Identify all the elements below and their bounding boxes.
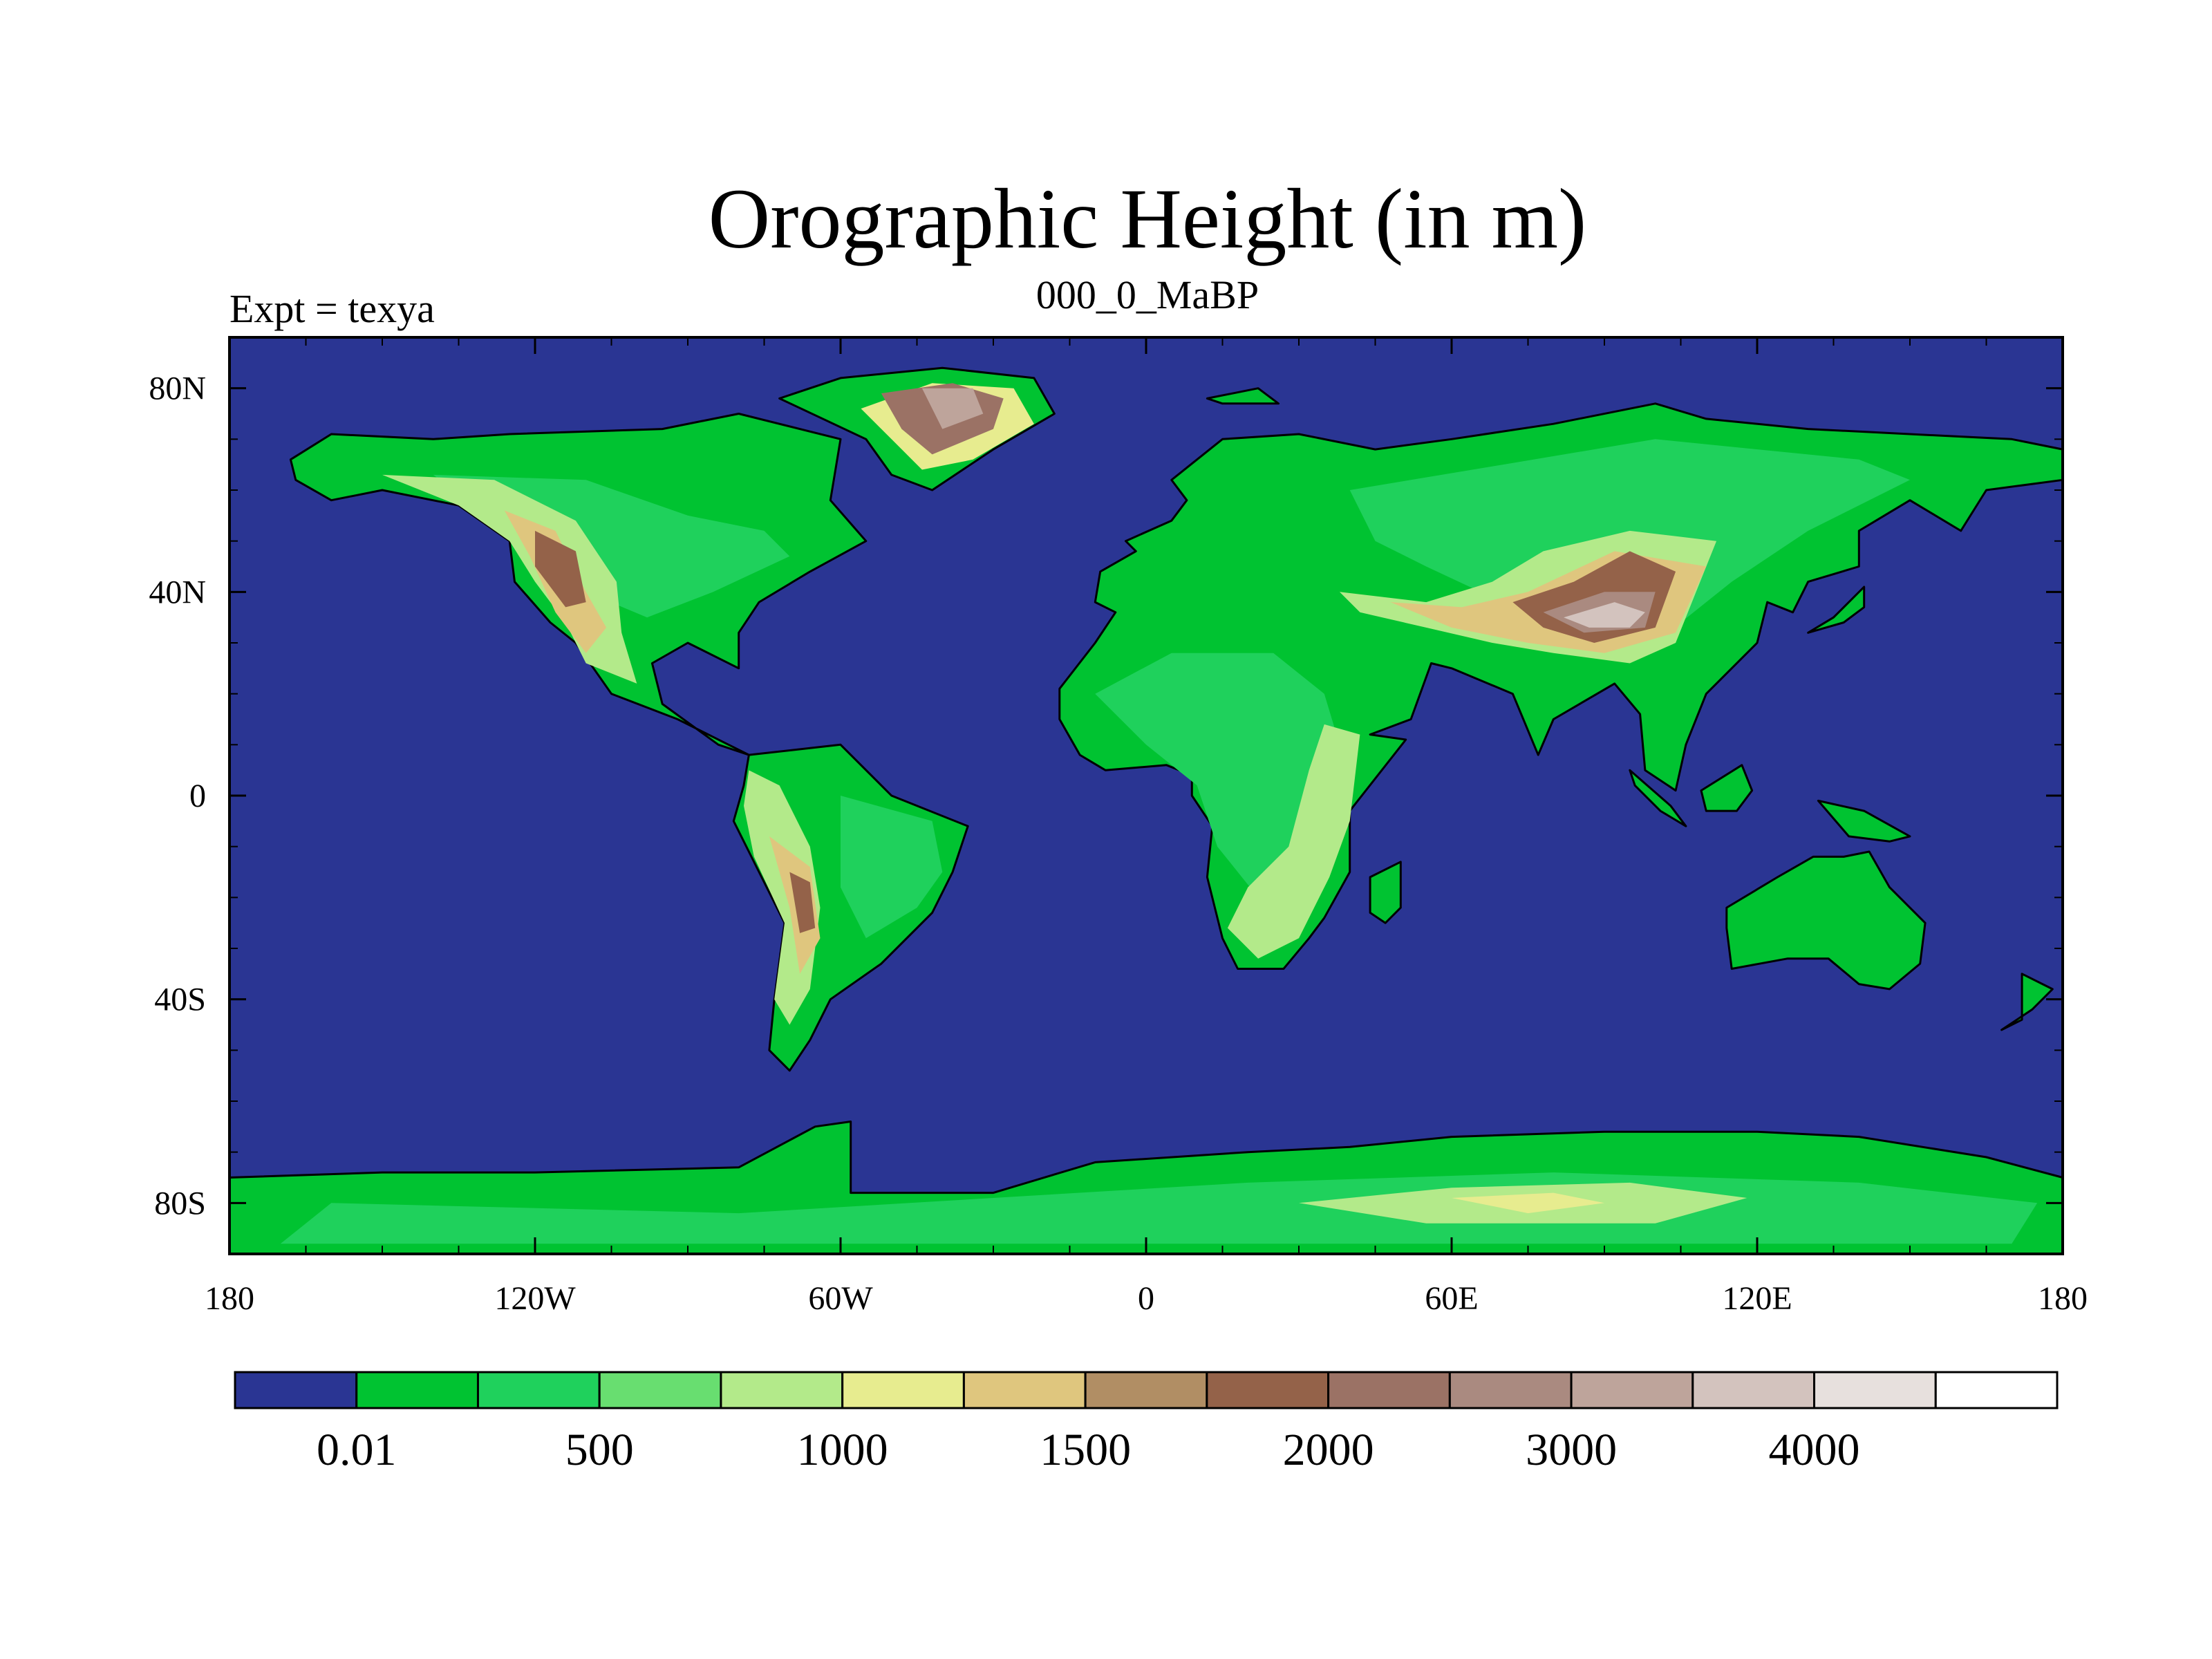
land-region <box>789 872 816 933</box>
x-tick-label: 120E <box>1722 1280 1792 1317</box>
land-region <box>769 836 821 974</box>
y-tick-label: 80N <box>149 371 206 407</box>
land-region <box>535 530 586 608</box>
x-tick-label: 180 <box>205 1280 254 1317</box>
y-tick-label: 0 <box>189 778 206 814</box>
land-region <box>1227 724 1360 959</box>
y-tick-label: 40S <box>154 982 206 1018</box>
map-plot-area: 180 120W 60W 0 60E 120E 180 80N 40N 0 40S 80S <box>149 336 2088 1317</box>
land-region <box>1369 861 1402 924</box>
experiment-label: Expt = texya <box>229 286 435 331</box>
colorbar-label: 3000 <box>1526 1425 1617 1475</box>
colorbar-box <box>841 1371 965 1409</box>
colorbar-box <box>1934 1371 2059 1409</box>
colorbar-label: 0.01 <box>317 1425 397 1475</box>
map-subtitle: 000_0_MaBP <box>1035 272 1259 317</box>
map-title: Orographic Height (in m) <box>708 171 1587 266</box>
land-region <box>1095 653 1340 898</box>
land-region <box>1725 850 1927 991</box>
colorbar-box <box>1206 1371 1330 1409</box>
colorbar-box <box>1691 1371 1816 1409</box>
x-tick-label: 60E <box>1425 1280 1478 1317</box>
colorbar-box <box>476 1371 601 1409</box>
land-region <box>1817 799 1911 843</box>
colorbar-box <box>1327 1371 1451 1409</box>
land-region <box>1452 1192 1604 1214</box>
land-region <box>921 388 984 429</box>
land-region <box>1629 769 1687 827</box>
colorbar-box <box>720 1371 844 1409</box>
colorbar-box <box>355 1371 479 1409</box>
y-tick-label: 40N <box>149 574 206 610</box>
colorbar-box <box>1570 1371 1694 1409</box>
colorbar-box <box>962 1371 1087 1409</box>
x-tick-label: 180 <box>2038 1280 2088 1317</box>
land-region <box>1700 764 1754 812</box>
x-tick-label: 120W <box>494 1280 576 1317</box>
land-region <box>1206 387 1280 405</box>
colorbar-label: 2000 <box>1283 1425 1374 1475</box>
land-region <box>2000 973 2054 1031</box>
land-region <box>1807 585 1866 634</box>
y-tick-label: 80S <box>154 1185 206 1221</box>
colorbar-label: 4000 <box>1769 1425 1860 1475</box>
land-region <box>1564 602 1645 628</box>
colorbar: 0.01 500 1000 1500 2000 3000 4000 <box>234 1371 2059 1475</box>
land-layer <box>228 366 2064 1255</box>
colorbar-box <box>1084 1371 1208 1409</box>
tick-layer: 180 120W 60W 0 60E 120E 180 80N 40N 0 40S 80S <box>149 337 2088 1317</box>
colorbar-box <box>234 1371 358 1409</box>
colorbar-label: 1000 <box>797 1425 888 1475</box>
colorbar-box <box>1448 1371 1573 1409</box>
colorbar-box <box>1813 1371 1937 1409</box>
x-tick-label: 0 <box>1138 1280 1154 1317</box>
x-tick-label: 60W <box>808 1280 873 1317</box>
land-region <box>841 796 943 939</box>
colorbar-label: 1500 <box>1040 1425 1131 1475</box>
colorbar-label: 500 <box>565 1425 634 1475</box>
colorbar-box <box>598 1371 722 1409</box>
